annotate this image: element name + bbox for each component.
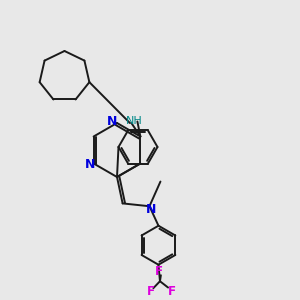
Text: N: N xyxy=(146,203,156,216)
Text: F: F xyxy=(154,265,163,278)
Text: F: F xyxy=(168,285,176,298)
Text: N: N xyxy=(85,158,95,172)
Text: N: N xyxy=(106,115,117,128)
Text: NH: NH xyxy=(126,116,143,127)
Text: F: F xyxy=(147,285,155,298)
